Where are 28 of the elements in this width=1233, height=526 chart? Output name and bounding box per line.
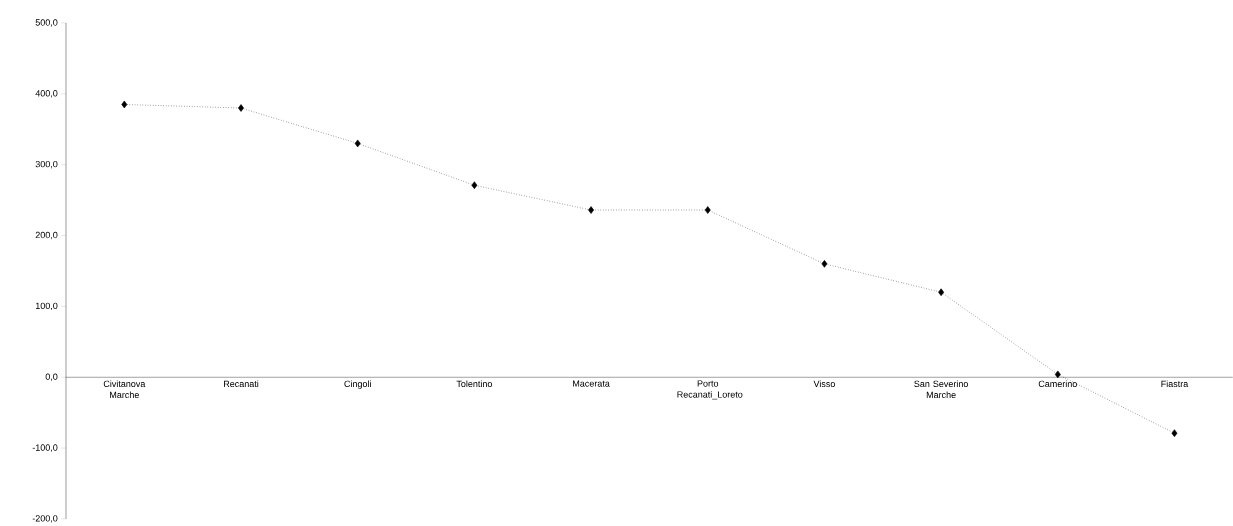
point <box>1054 370 1061 379</box>
point <box>704 206 711 214</box>
y-tick-label: 300,0 <box>35 161 58 169</box>
y-tick-label: 200,0 <box>35 231 58 240</box>
x-tick-label: Tolentino <box>456 380 493 388</box>
x-tick-label: Cingoli <box>344 380 371 389</box>
y-tick-label: 100,0 <box>35 302 58 311</box>
point <box>588 206 594 214</box>
x-tick-label: Visso <box>813 380 835 388</box>
y-tick-label: -100,0 <box>32 444 58 452</box>
point <box>1171 429 1178 438</box>
point <box>238 104 244 112</box>
y-tick-label: 500,0 <box>35 19 58 27</box>
point <box>354 139 361 148</box>
x-tick-label: Civitanova Marche <box>103 380 146 399</box>
point <box>821 260 828 268</box>
point <box>471 181 478 190</box>
y-tick-label: 0,0 <box>45 373 58 381</box>
point <box>938 288 945 297</box>
y-tick-label: -200,0 <box>32 515 58 523</box>
x-tick-label: Recanati <box>224 380 259 388</box>
x-tick-label: Porto Recanati_Loreto <box>677 380 743 400</box>
x-tick-label: San Severino Marche <box>914 380 968 399</box>
point <box>121 100 128 109</box>
x-tick-label: Macerata <box>573 380 610 387</box>
x-tick-label: Fiastra <box>1161 380 1189 388</box>
x-tick-label: Camerino <box>1038 380 1077 388</box>
y-tick-label: 400,0 <box>35 90 58 98</box>
